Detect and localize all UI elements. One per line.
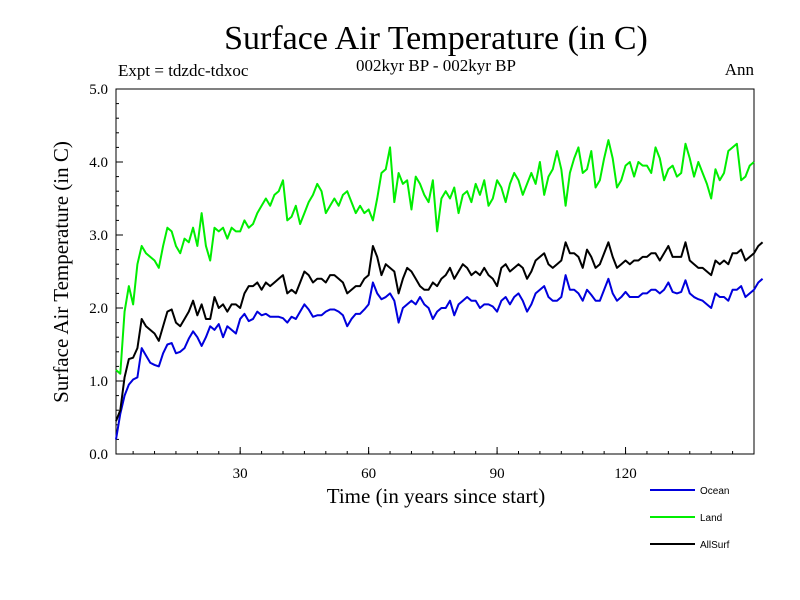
x-tick-label: 90 [490,466,505,482]
legend-label-land: Land [700,513,722,524]
series-line-allsurf [115,241,764,422]
legend: Ocean Land AllSurf [650,486,730,551]
chart-subtitle: 002kyr BP - 002kyr BP [356,56,516,75]
x-tick-label: 60 [361,466,376,482]
legend-label-allsurf: AllSurf [700,540,730,551]
y-tick-label: 2.0 [89,301,108,317]
y-tick-label: 3.0 [89,228,108,244]
x-axis: 30 60 90 120 [132,447,734,482]
legend-label-ocean: Ocean [700,486,729,497]
season-label: Ann [725,60,755,79]
experiment-label: Expt = tdzdc-tdxoc [118,61,249,80]
series-line-ocean [115,274,764,440]
series-lines [115,139,764,440]
x-tick-label: 120 [614,466,637,482]
x-axis-label: Time (in years since start) [327,484,546,508]
series-line-land [115,139,755,375]
y-tick-label: 1.0 [89,374,108,390]
y-tick-label: 4.0 [89,155,108,171]
chart-title: Surface Air Temperature (in C) [224,20,648,57]
y-axis: 0.0 1.0 2.0 3.0 4.0 5.0 [89,82,123,463]
plot-frame [115,88,755,455]
y-tick-label: 0.0 [89,447,108,463]
y-tick-label: 5.0 [89,82,108,98]
y-axis-label: Surface Air Temperature (in C) [49,141,73,403]
x-tick-label: 30 [233,466,248,482]
